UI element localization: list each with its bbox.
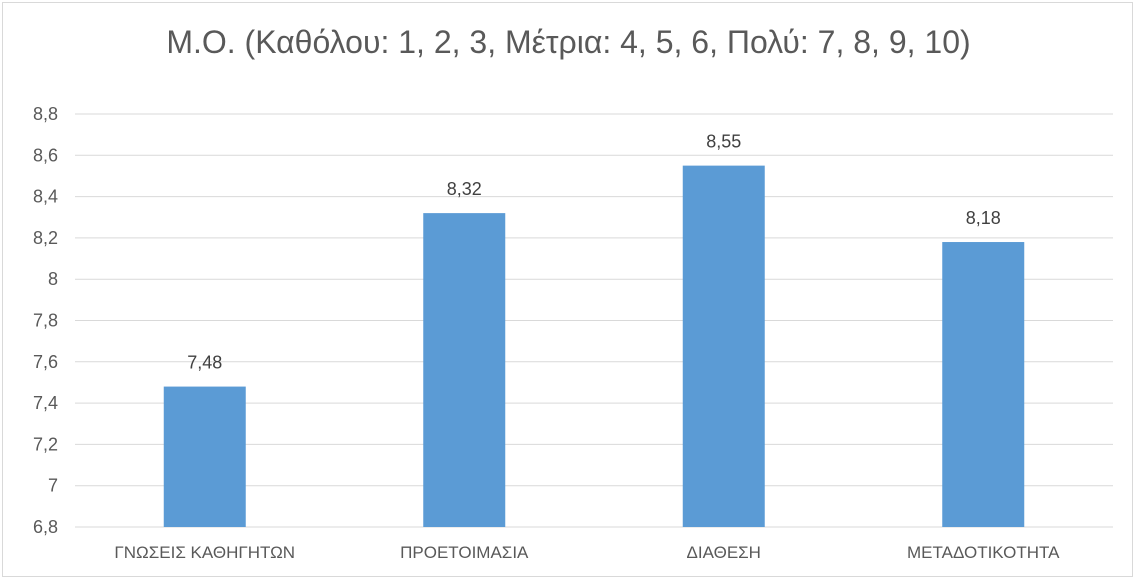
y-tick-label: 8,2: [33, 228, 58, 248]
category-label: ΜΕΤΑΔΟΤΙΚΟΤΗΤΑ: [907, 543, 1060, 562]
y-tick-label: 8,8: [33, 104, 58, 124]
gridlines: [75, 113, 1113, 528]
y-axis-tick-labels: 6,8 7 7,2 7,4 7,6 7,8 8 8,2 8,4 8,6 8,8: [33, 104, 58, 537]
category-label: ΔΙΑΘΕΣΗ: [687, 543, 761, 562]
data-label: 8,32: [447, 179, 482, 199]
x-axis-category-labels: ΓΝΩΣΕΙΣ ΚΑΘΗΓΗΤΩΝ ΠΡΟΕΤΟΙΜΑΣΙΑ ΔΙΑΘΕΣΗ ΜΕΤΑ…: [114, 543, 1060, 562]
data-labels: 7,48 8,32 8,55 8,18: [187, 132, 1001, 373]
bar: [163, 386, 246, 527]
y-tick-label: 7,2: [33, 434, 58, 454]
bar: [942, 242, 1025, 527]
y-tick-label: 7,4: [33, 393, 58, 413]
bar: [423, 213, 506, 527]
data-label: 8,18: [966, 208, 1001, 228]
chart-title: Μ.Ο. (Καθόλου: 1, 2, 3, Μέτρια: 4, 5, 6,…: [166, 24, 971, 60]
y-tick-label: 7,6: [33, 352, 58, 372]
y-tick-label: 6,8: [33, 517, 58, 537]
y-tick-label: 8,4: [33, 187, 58, 207]
bar: [682, 165, 765, 527]
category-label: ΓΝΩΣΕΙΣ ΚΑΘΗΓΗΤΩΝ: [114, 543, 295, 562]
y-tick-label: 8,6: [33, 145, 58, 165]
bars: [163, 165, 1025, 527]
y-tick-label: 7,8: [33, 311, 58, 331]
category-label: ΠΡΟΕΤΟΙΜΑΣΙΑ: [400, 543, 529, 562]
y-tick-label: 7: [48, 476, 58, 496]
data-label: 8,55: [706, 132, 741, 152]
data-label: 7,48: [187, 353, 222, 373]
y-tick-label: 8: [48, 269, 58, 289]
